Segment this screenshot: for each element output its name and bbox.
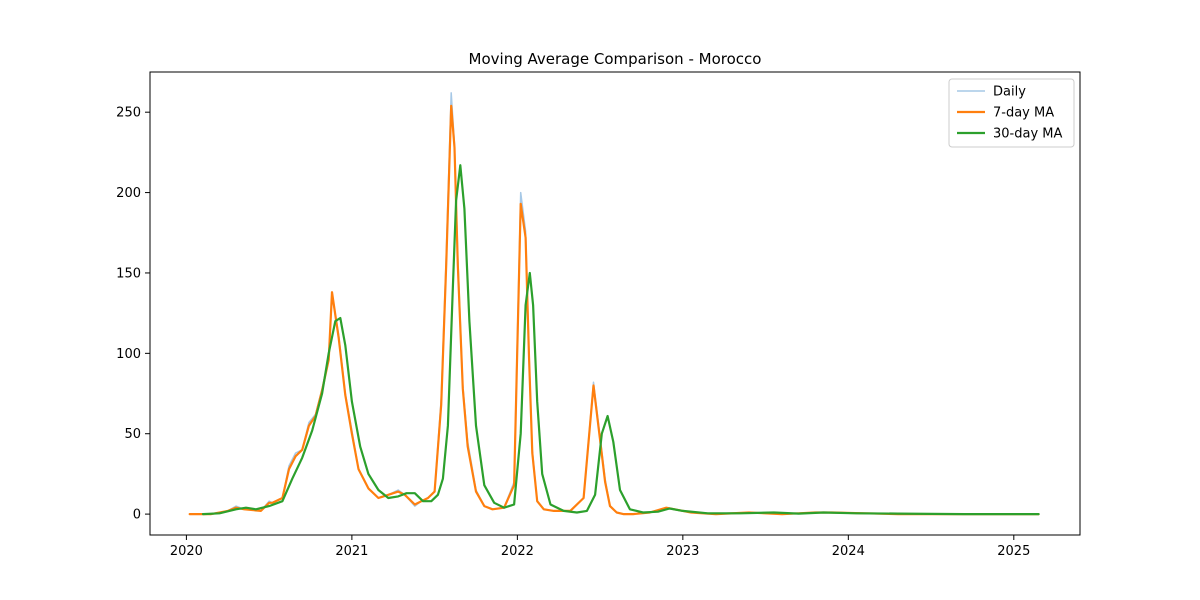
plot-frame	[149, 71, 1081, 536]
legend-label: Daily	[993, 85, 1026, 100]
x-tick-label: 2020	[170, 544, 203, 559]
x-tick-label: 2023	[666, 544, 699, 559]
y-tick-label: 0	[133, 508, 141, 523]
x-tick-label: 2022	[501, 544, 534, 559]
y-tick-label: 150	[116, 266, 141, 281]
y-tick-label: 100	[116, 347, 141, 362]
x-tick-label: 2024	[832, 544, 865, 559]
y-axis: 0 50 100 150 200 250	[116, 106, 150, 523]
x-tick-label: 2021	[335, 544, 368, 559]
plot-area	[188, 92, 1040, 516]
y-tick-label: 200	[116, 186, 141, 201]
legend-box	[948, 78, 1075, 148]
y-tick-label: 250	[116, 106, 141, 121]
legend: Daily 7-day MA 30-day MA	[948, 78, 1075, 148]
legend-label: 7-day MA	[993, 106, 1054, 121]
y-tick-label: 50	[124, 427, 141, 442]
chart-title: Moving Average Comparison - Morocco	[469, 50, 762, 68]
x-tick-label: 2025	[997, 544, 1030, 559]
series-line-30-day-ma	[201, 164, 1040, 516]
legend-label: 30-day MA	[993, 127, 1062, 142]
x-axis: 2020 2021 2022 2023 2024 2025	[170, 535, 1030, 559]
